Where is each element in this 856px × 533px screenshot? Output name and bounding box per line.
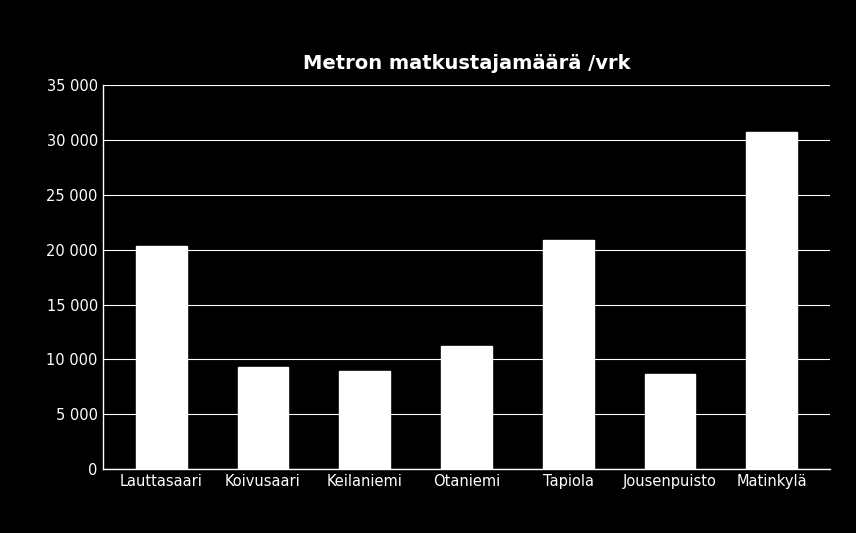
Bar <box>441 346 492 469</box>
Title: Metron matkustajamäärä /vrk: Metron matkustajamäärä /vrk <box>303 54 630 72</box>
Bar <box>543 240 594 469</box>
Bar <box>339 372 390 469</box>
Bar <box>136 246 187 469</box>
Bar <box>645 374 695 469</box>
Bar <box>746 132 797 469</box>
Bar <box>238 367 288 469</box>
